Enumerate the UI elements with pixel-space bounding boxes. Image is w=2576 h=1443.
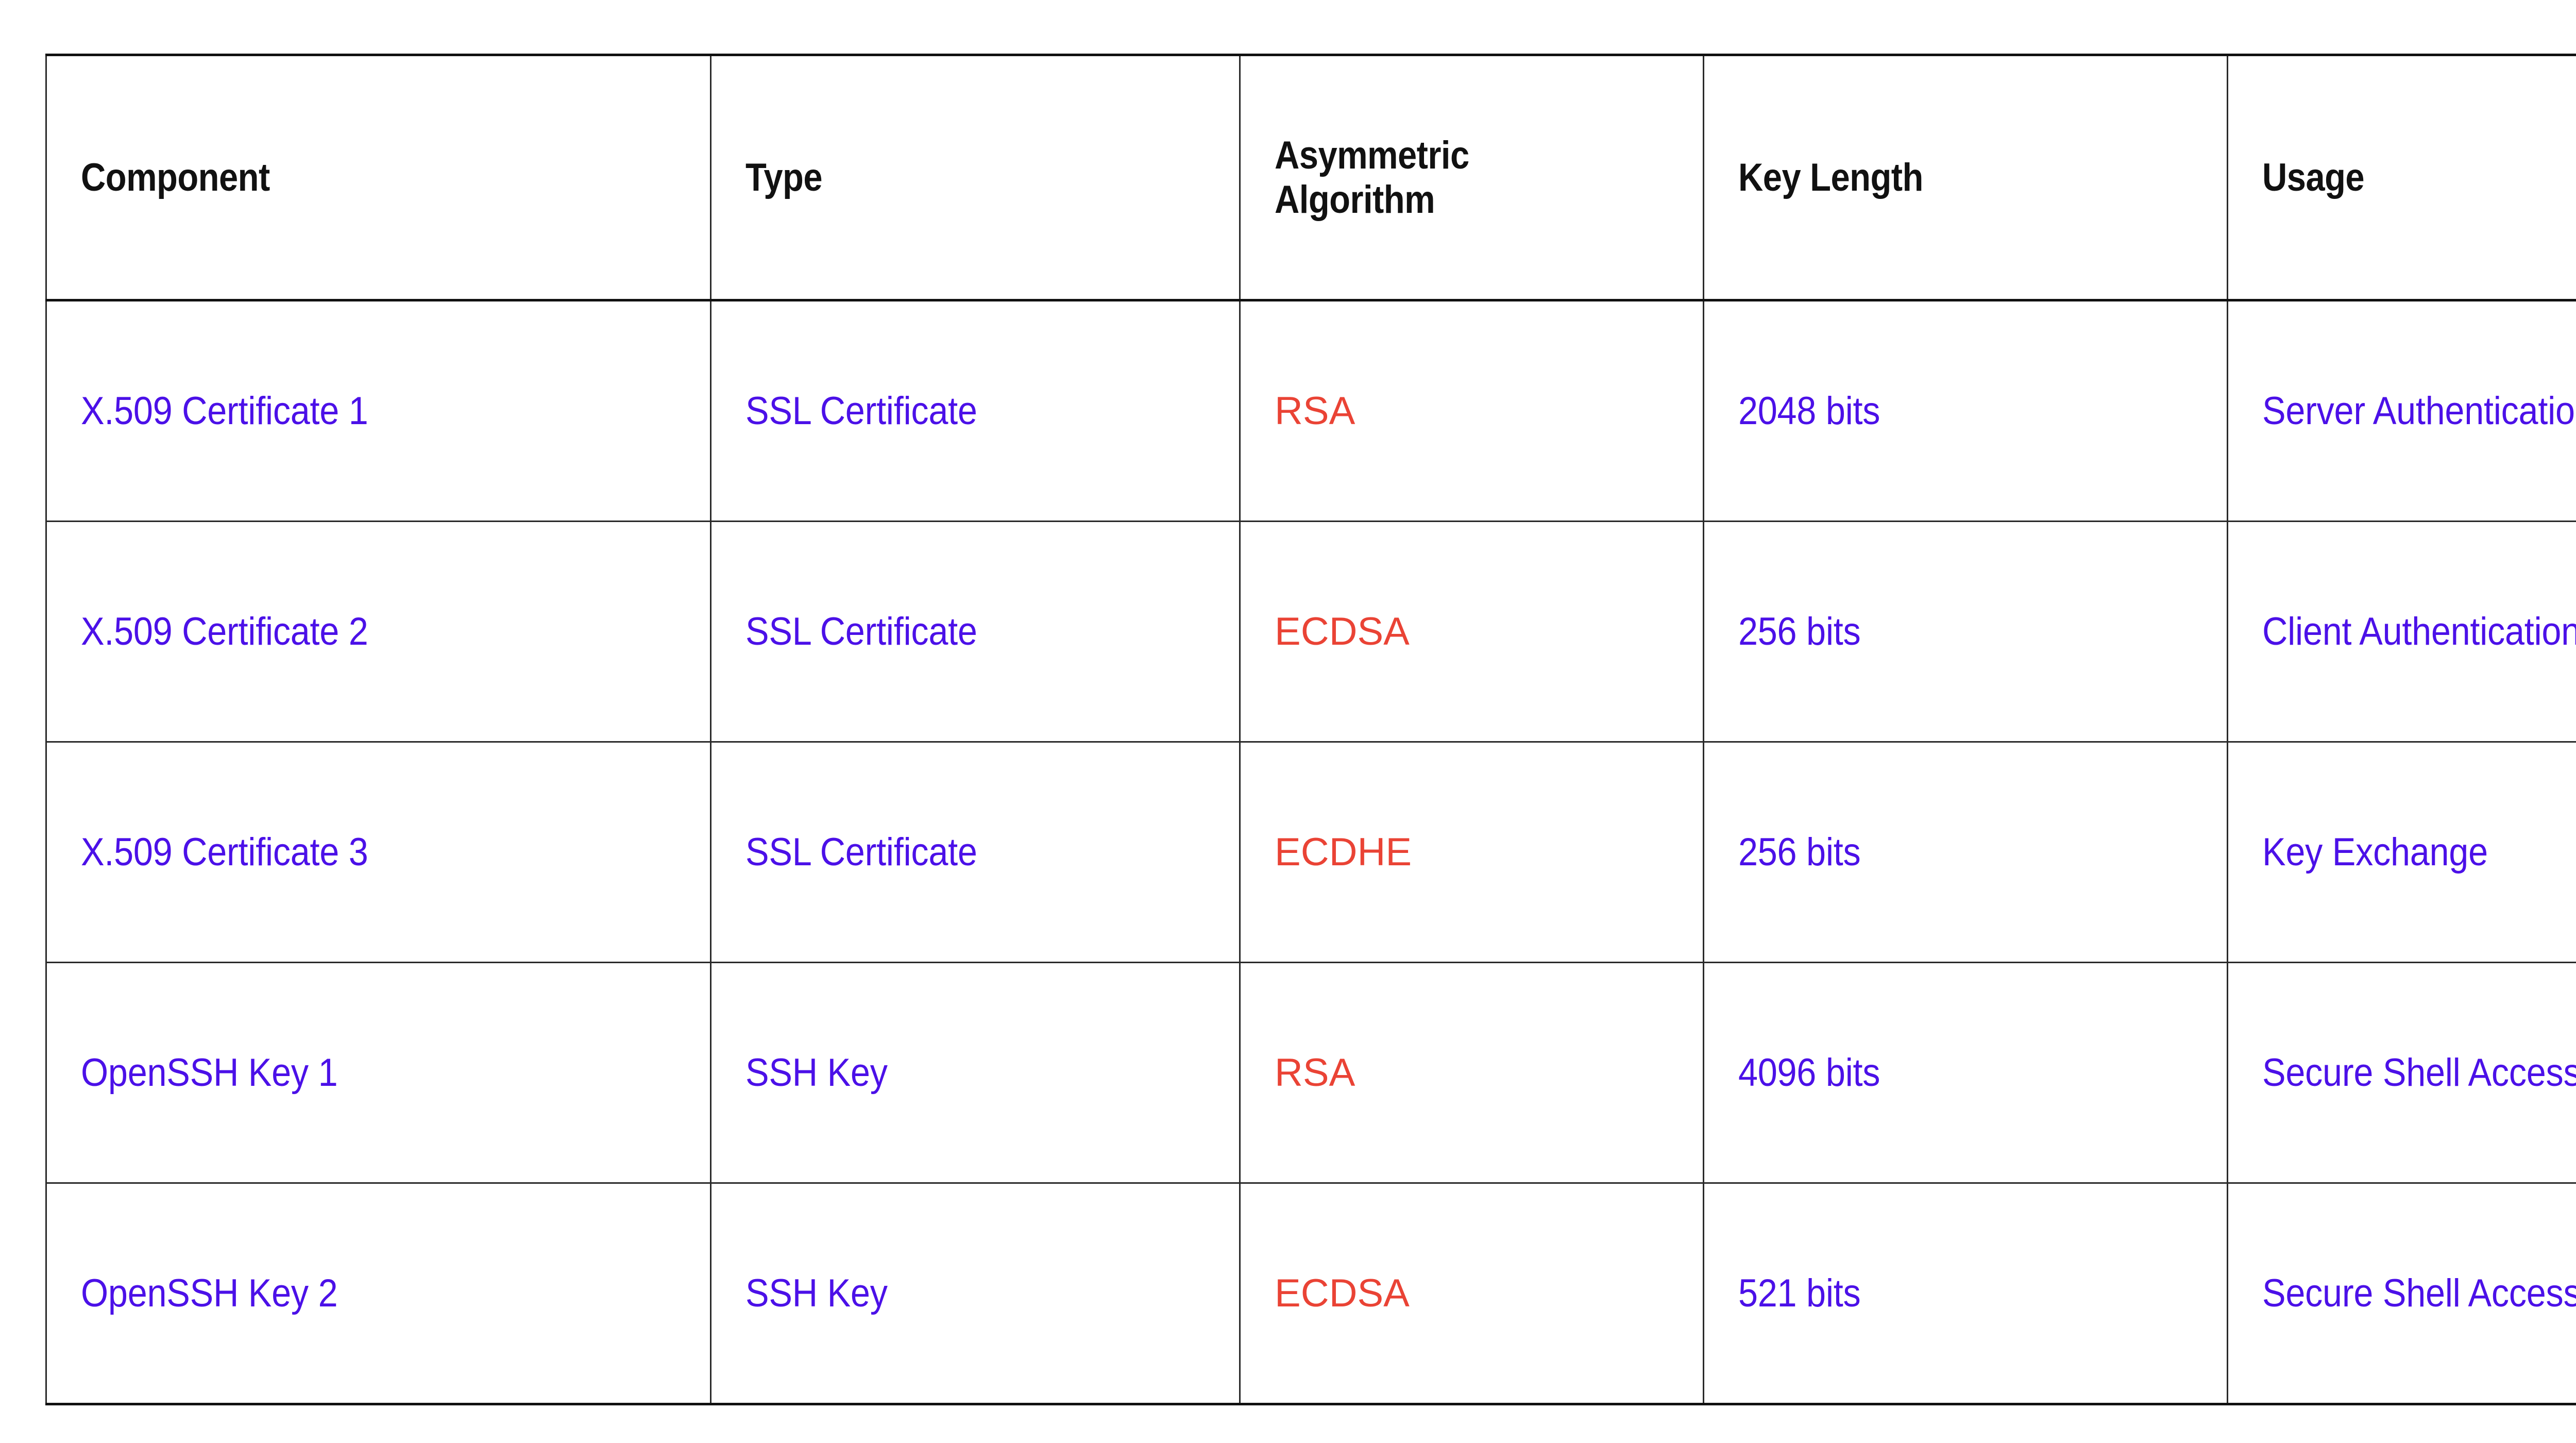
cell-key-length: 256 bits bbox=[1703, 742, 2228, 963]
cell-value-usage: Client Authentication bbox=[2262, 609, 2576, 653]
cell-type: SSL Certificate bbox=[710, 742, 1241, 963]
cell-usage: Client Authentication bbox=[2227, 521, 2576, 743]
cell-usage: Secure Shell Access bbox=[2227, 962, 2576, 1184]
cell-value-type: SSL Certificate bbox=[745, 389, 977, 433]
cell-value-component: X.509 Certificate 1 bbox=[81, 389, 368, 433]
cell-usage: Secure Shell Access bbox=[2227, 1183, 2576, 1405]
cell-value-component: X.509 Certificate 3 bbox=[81, 830, 368, 874]
cell-value-type: SSH Key bbox=[745, 1050, 888, 1095]
cell-component: X.509 Certificate 1 bbox=[45, 300, 711, 522]
cell-value-component: X.509 Certificate 2 bbox=[81, 609, 368, 653]
column-header-component: Component bbox=[45, 54, 711, 301]
table-container: Component Type Asymmetric Algorithm Key … bbox=[45, 54, 2576, 1405]
cell-key-length: 2048 bits bbox=[1703, 300, 2228, 522]
cell-algorithm: ECDHE bbox=[1240, 742, 1704, 963]
cell-value-algorithm: ECDSA bbox=[1275, 1271, 1410, 1315]
table-body: X.509 Certificate 1 SSL Certificate RSA … bbox=[45, 300, 2576, 1405]
cell-key-length: 256 bits bbox=[1703, 521, 2228, 743]
column-header-usage: Usage bbox=[2227, 54, 2576, 301]
table-row: X.509 Certificate 3 SSL Certificate ECDH… bbox=[45, 742, 2576, 963]
cell-value-algorithm: RSA bbox=[1275, 389, 1355, 433]
cell-component: OpenSSH Key 1 bbox=[45, 962, 711, 1184]
cell-algorithm: ECDSA bbox=[1240, 521, 1704, 743]
cell-key-length: 4096 bits bbox=[1703, 962, 2228, 1184]
column-header-label-component: Component bbox=[81, 155, 270, 199]
cell-value-type: SSL Certificate bbox=[745, 830, 977, 874]
column-header-type: Type bbox=[710, 54, 1241, 301]
cell-value-component: OpenSSH Key 2 bbox=[81, 1271, 338, 1315]
cell-component: OpenSSH Key 2 bbox=[45, 1183, 711, 1405]
cell-type: SSL Certificate bbox=[710, 521, 1241, 743]
cell-value-algorithm: ECDHE bbox=[1275, 830, 1412, 874]
column-header-label-usage: Usage bbox=[2262, 155, 2365, 199]
table-row: X.509 Certificate 2 SSL Certificate ECDS… bbox=[45, 521, 2576, 743]
cell-usage: Key Exchange bbox=[2227, 742, 2576, 963]
table-header: Component Type Asymmetric Algorithm Key … bbox=[45, 54, 2576, 301]
cell-type: SSH Key bbox=[710, 962, 1241, 1184]
cell-value-usage: Server Authentication bbox=[2262, 389, 2576, 433]
cell-value-usage: Secure Shell Access bbox=[2262, 1050, 2576, 1095]
table-row: X.509 Certificate 1 SSL Certificate RSA … bbox=[45, 300, 2576, 522]
cell-value-algorithm: RSA bbox=[1275, 1050, 1355, 1095]
cell-value-key-length: 256 bits bbox=[1738, 830, 1861, 874]
cell-value-component: OpenSSH Key 1 bbox=[81, 1050, 338, 1095]
cell-value-type: SSH Key bbox=[745, 1271, 888, 1315]
cell-key-length: 521 bits bbox=[1703, 1183, 2228, 1405]
table-row: OpenSSH Key 2 SSH Key ECDSA 521 bits Sec… bbox=[45, 1183, 2576, 1405]
cell-value-key-length: 2048 bits bbox=[1738, 389, 1880, 433]
column-header-key-length: Key Length bbox=[1703, 54, 2228, 301]
cell-type: SSH Key bbox=[710, 1183, 1241, 1405]
cell-algorithm: RSA bbox=[1240, 962, 1704, 1184]
cell-type: SSL Certificate bbox=[710, 300, 1241, 522]
header-row: Component Type Asymmetric Algorithm Key … bbox=[45, 54, 2576, 301]
column-header-label-asymmetric-algorithm: Asymmetric Algorithm bbox=[1275, 133, 1469, 222]
cell-value-key-length: 4096 bits bbox=[1738, 1050, 1880, 1095]
cell-usage: Server Authentication bbox=[2227, 300, 2576, 522]
cell-value-type: SSL Certificate bbox=[745, 609, 977, 653]
cell-value-usage: Key Exchange bbox=[2262, 830, 2488, 874]
cell-value-algorithm: ECDSA bbox=[1275, 609, 1410, 653]
cell-value-usage: Secure Shell Access bbox=[2262, 1271, 2576, 1315]
cell-component: X.509 Certificate 3 bbox=[45, 742, 711, 963]
cell-value-key-length: 521 bits bbox=[1738, 1271, 1861, 1315]
table-row: OpenSSH Key 1 SSH Key RSA 4096 bits Secu… bbox=[45, 962, 2576, 1184]
cryptographic-components-table: Component Type Asymmetric Algorithm Key … bbox=[45, 54, 2576, 1405]
column-header-label-type: Type bbox=[745, 155, 823, 199]
cell-algorithm: ECDSA bbox=[1240, 1183, 1704, 1405]
column-header-label-key-length: Key Length bbox=[1738, 155, 1923, 199]
cell-value-key-length: 256 bits bbox=[1738, 609, 1861, 653]
column-header-asymmetric-algorithm: Asymmetric Algorithm bbox=[1240, 54, 1704, 301]
cell-component: X.509 Certificate 2 bbox=[45, 521, 711, 743]
cell-algorithm: RSA bbox=[1240, 300, 1704, 522]
